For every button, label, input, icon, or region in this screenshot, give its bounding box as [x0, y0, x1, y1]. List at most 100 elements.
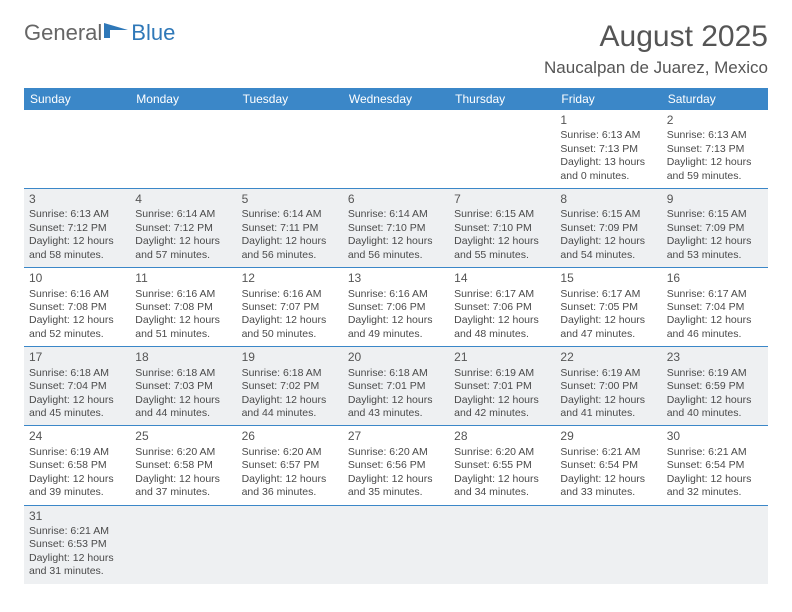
sunset-text: Sunset: 6:57 PM	[242, 459, 338, 472]
header: General Blue August 2025 Naucalpan de Ju…	[24, 20, 768, 78]
empty-cell	[130, 110, 236, 189]
sunset-text: Sunset: 7:13 PM	[667, 143, 763, 156]
day-number: 30	[667, 429, 763, 444]
daylight-text: Daylight: 12 hours and 57 minutes.	[135, 235, 231, 262]
day-number: 12	[242, 271, 338, 286]
sunset-text: Sunset: 7:00 PM	[560, 380, 656, 393]
day-number: 14	[454, 271, 550, 286]
daylight-text: Daylight: 12 hours and 32 minutes.	[667, 473, 763, 500]
weekday-header: Sunday	[24, 88, 130, 110]
day-cell: 6Sunrise: 6:14 AMSunset: 7:10 PMDaylight…	[343, 189, 449, 268]
day-number: 26	[242, 429, 338, 444]
daylight-text: Daylight: 12 hours and 53 minutes.	[667, 235, 763, 262]
daylight-text: Daylight: 12 hours and 37 minutes.	[135, 473, 231, 500]
location-subtitle: Naucalpan de Juarez, Mexico	[544, 58, 768, 78]
sunrise-text: Sunrise: 6:18 AM	[242, 367, 338, 380]
sunset-text: Sunset: 7:04 PM	[29, 380, 125, 393]
sunrise-text: Sunrise: 6:20 AM	[454, 446, 550, 459]
sunset-text: Sunset: 6:58 PM	[29, 459, 125, 472]
day-cell: 24Sunrise: 6:19 AMSunset: 6:58 PMDayligh…	[24, 426, 130, 505]
day-cell: 5Sunrise: 6:14 AMSunset: 7:11 PMDaylight…	[237, 189, 343, 268]
sunset-text: Sunset: 7:04 PM	[667, 301, 763, 314]
sunset-text: Sunset: 7:06 PM	[454, 301, 550, 314]
sunrise-text: Sunrise: 6:21 AM	[560, 446, 656, 459]
day-cell: 28Sunrise: 6:20 AMSunset: 6:55 PMDayligh…	[449, 426, 555, 505]
day-number: 10	[29, 271, 125, 286]
weekday-header: Thursday	[449, 88, 555, 110]
day-cell: 10Sunrise: 6:16 AMSunset: 7:08 PMDayligh…	[24, 268, 130, 347]
sunset-text: Sunset: 7:10 PM	[348, 222, 444, 235]
day-number: 7	[454, 192, 550, 207]
calendar-grid: SundayMondayTuesdayWednesdayThursdayFrid…	[24, 88, 768, 584]
day-number: 2	[667, 113, 763, 128]
day-cell: 11Sunrise: 6:16 AMSunset: 7:08 PMDayligh…	[130, 268, 236, 347]
day-cell: 19Sunrise: 6:18 AMSunset: 7:02 PMDayligh…	[237, 347, 343, 426]
sunset-text: Sunset: 6:58 PM	[135, 459, 231, 472]
weekday-header: Saturday	[662, 88, 768, 110]
title-block: August 2025 Naucalpan de Juarez, Mexico	[544, 20, 768, 78]
day-number: 21	[454, 350, 550, 365]
sunset-text: Sunset: 7:09 PM	[667, 222, 763, 235]
day-cell: 2Sunrise: 6:13 AMSunset: 7:13 PMDaylight…	[662, 110, 768, 189]
sunrise-text: Sunrise: 6:13 AM	[29, 208, 125, 221]
day-number: 8	[560, 192, 656, 207]
daylight-text: Daylight: 12 hours and 45 minutes.	[29, 394, 125, 421]
day-cell: 4Sunrise: 6:14 AMSunset: 7:12 PMDaylight…	[130, 189, 236, 268]
daylight-text: Daylight: 12 hours and 42 minutes.	[454, 394, 550, 421]
day-number: 24	[29, 429, 125, 444]
empty-cell	[449, 506, 555, 584]
sunrise-text: Sunrise: 6:15 AM	[454, 208, 550, 221]
day-number: 28	[454, 429, 550, 444]
day-number: 22	[560, 350, 656, 365]
sunset-text: Sunset: 6:54 PM	[560, 459, 656, 472]
day-cell: 31Sunrise: 6:21 AMSunset: 6:53 PMDayligh…	[24, 506, 130, 584]
daylight-text: Daylight: 12 hours and 33 minutes.	[560, 473, 656, 500]
sunset-text: Sunset: 7:09 PM	[560, 222, 656, 235]
day-cell: 30Sunrise: 6:21 AMSunset: 6:54 PMDayligh…	[662, 426, 768, 505]
empty-cell	[662, 506, 768, 584]
sunrise-text: Sunrise: 6:14 AM	[348, 208, 444, 221]
day-cell: 13Sunrise: 6:16 AMSunset: 7:06 PMDayligh…	[343, 268, 449, 347]
day-cell: 23Sunrise: 6:19 AMSunset: 6:59 PMDayligh…	[662, 347, 768, 426]
sunrise-text: Sunrise: 6:18 AM	[29, 367, 125, 380]
daylight-text: Daylight: 12 hours and 54 minutes.	[560, 235, 656, 262]
empty-cell	[24, 110, 130, 189]
sunset-text: Sunset: 6:53 PM	[29, 538, 125, 551]
daylight-text: Daylight: 12 hours and 46 minutes.	[667, 314, 763, 341]
day-number: 6	[348, 192, 444, 207]
sunset-text: Sunset: 7:03 PM	[135, 380, 231, 393]
daylight-text: Daylight: 12 hours and 48 minutes.	[454, 314, 550, 341]
empty-cell	[237, 506, 343, 584]
daylight-text: Daylight: 12 hours and 51 minutes.	[135, 314, 231, 341]
day-number: 31	[29, 509, 125, 524]
day-cell: 18Sunrise: 6:18 AMSunset: 7:03 PMDayligh…	[130, 347, 236, 426]
day-number: 9	[667, 192, 763, 207]
day-number: 15	[560, 271, 656, 286]
daylight-text: Daylight: 12 hours and 34 minutes.	[454, 473, 550, 500]
sunset-text: Sunset: 6:59 PM	[667, 380, 763, 393]
day-cell: 21Sunrise: 6:19 AMSunset: 7:01 PMDayligh…	[449, 347, 555, 426]
day-cell: 14Sunrise: 6:17 AMSunset: 7:06 PMDayligh…	[449, 268, 555, 347]
sunrise-text: Sunrise: 6:16 AM	[29, 288, 125, 301]
sunrise-text: Sunrise: 6:15 AM	[560, 208, 656, 221]
daylight-text: Daylight: 12 hours and 35 minutes.	[348, 473, 444, 500]
sunrise-text: Sunrise: 6:20 AM	[135, 446, 231, 459]
day-cell: 16Sunrise: 6:17 AMSunset: 7:04 PMDayligh…	[662, 268, 768, 347]
day-number: 16	[667, 271, 763, 286]
sunrise-text: Sunrise: 6:13 AM	[667, 129, 763, 142]
daylight-text: Daylight: 12 hours and 31 minutes.	[29, 552, 125, 579]
logo: General Blue	[24, 20, 175, 46]
sunrise-text: Sunrise: 6:20 AM	[348, 446, 444, 459]
day-cell: 25Sunrise: 6:20 AMSunset: 6:58 PMDayligh…	[130, 426, 236, 505]
empty-cell	[343, 506, 449, 584]
day-number: 3	[29, 192, 125, 207]
sunset-text: Sunset: 7:01 PM	[454, 380, 550, 393]
sunset-text: Sunset: 7:12 PM	[29, 222, 125, 235]
day-number: 1	[560, 113, 656, 128]
empty-cell	[449, 110, 555, 189]
daylight-text: Daylight: 12 hours and 41 minutes.	[560, 394, 656, 421]
day-number: 4	[135, 192, 231, 207]
sunrise-text: Sunrise: 6:21 AM	[29, 525, 125, 538]
sunset-text: Sunset: 7:08 PM	[135, 301, 231, 314]
day-cell: 7Sunrise: 6:15 AMSunset: 7:10 PMDaylight…	[449, 189, 555, 268]
